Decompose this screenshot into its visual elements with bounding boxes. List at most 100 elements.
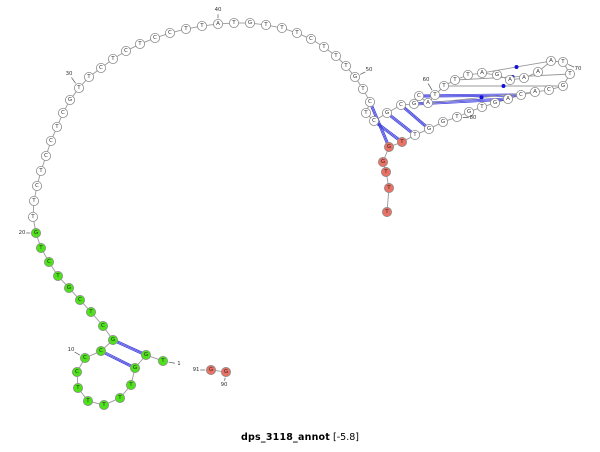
nucleotide-60[interactable]: T <box>429 90 440 101</box>
nucleotide-circle[interactable] <box>72 366 83 377</box>
nucleotide-51[interactable]: T <box>357 84 368 95</box>
nucleotide-78[interactable]: T <box>476 102 487 113</box>
nucleotide-circle[interactable] <box>330 51 341 62</box>
nucleotide-22[interactable]: T <box>28 195 39 206</box>
nucleotide-18[interactable]: C <box>44 256 55 267</box>
nucleotide-circle[interactable] <box>74 83 85 94</box>
nucleotide-25[interactable]: C <box>41 150 52 161</box>
nucleotide-circle[interactable] <box>140 349 151 360</box>
nucleotide-circle[interactable] <box>80 352 91 363</box>
nucleotide-circle[interactable] <box>558 57 569 68</box>
nucleotide-circle[interactable] <box>489 98 500 109</box>
nucleotide-67[interactable]: A <box>519 73 530 84</box>
nucleotide-circle[interactable] <box>423 124 434 135</box>
nucleotide-26[interactable]: C <box>46 135 57 146</box>
nucleotide-circle[interactable] <box>96 63 107 74</box>
nucleotide-45[interactable]: T <box>291 27 302 38</box>
nucleotide-circle[interactable] <box>476 68 487 79</box>
nucleotide-75[interactable]: C <box>516 90 527 101</box>
nucleotide-circle[interactable] <box>429 90 440 101</box>
nucleotide-24[interactable]: T <box>36 165 47 176</box>
nucleotide-circle[interactable] <box>380 166 391 177</box>
nucleotide-circle[interactable] <box>381 108 392 119</box>
nucleotide-circle[interactable] <box>86 306 97 317</box>
nucleotide-54[interactable]: C <box>368 116 379 127</box>
nucleotide-69[interactable]: A <box>546 56 557 67</box>
nucleotide-23[interactable]: C <box>32 180 43 191</box>
nucleotide-circle[interactable] <box>530 87 541 98</box>
nucleotide-circle[interactable] <box>260 19 271 30</box>
nucleotide-59[interactable]: A <box>422 98 433 109</box>
nucleotide-28[interactable]: C <box>58 108 69 119</box>
nucleotide-circle[interactable] <box>377 156 388 167</box>
nucleotide-30[interactable]: T <box>74 83 85 94</box>
nucleotide-8[interactable]: T <box>73 382 84 393</box>
nucleotide-circle[interactable] <box>422 98 433 109</box>
nucleotide-circle[interactable] <box>463 107 474 118</box>
nucleotide-circle[interactable] <box>41 150 52 161</box>
nucleotide-73[interactable]: C <box>544 85 555 96</box>
nucleotide-33[interactable]: T <box>108 54 119 65</box>
nucleotide-20[interactable]: G <box>30 227 41 238</box>
nucleotide-circle[interactable] <box>383 182 394 193</box>
nucleotide-66[interactable]: A <box>504 75 515 86</box>
nucleotide-72[interactable]: G <box>558 81 569 92</box>
nucleotide-76[interactable]: A <box>502 94 513 105</box>
nucleotide-circle[interactable] <box>126 379 137 390</box>
nucleotide-circle[interactable] <box>565 69 576 80</box>
nucleotide-circle[interactable] <box>52 122 63 133</box>
nucleotide-42[interactable]: G <box>244 17 255 28</box>
nucleotide-88[interactable]: T <box>383 182 394 193</box>
nucleotide-47[interactable]: T <box>318 42 329 53</box>
nucleotide-circle[interactable] <box>228 17 239 28</box>
nucleotide-10[interactable]: C <box>80 352 91 363</box>
nucleotide-68[interactable]: A <box>533 67 544 78</box>
nucleotide-circle[interactable] <box>73 382 84 393</box>
nucleotide-34[interactable]: C <box>121 46 132 57</box>
nucleotide-circle[interactable] <box>164 27 175 38</box>
nucleotide-52[interactable]: C <box>364 97 375 108</box>
nucleotide-13[interactable]: C <box>98 320 109 331</box>
nucleotide-circle[interactable] <box>504 75 515 86</box>
nucleotide-circle[interactable] <box>121 46 132 57</box>
nucleotide-circle[interactable] <box>180 23 191 34</box>
nucleotide-41[interactable]: T <box>228 17 239 28</box>
nucleotide-82[interactable]: G <box>423 124 434 135</box>
nucleotide-85[interactable]: G <box>383 141 394 152</box>
nucleotide-48[interactable]: T <box>330 51 341 62</box>
nucleotide-55[interactable]: G <box>381 108 392 119</box>
nucleotide-circle[interactable] <box>558 81 569 92</box>
nucleotide-65[interactable]: G <box>491 70 502 81</box>
nucleotide-35[interactable]: T <box>134 39 145 50</box>
nucleotide-38[interactable]: T <box>180 23 191 34</box>
nucleotide-91[interactable]: G <box>205 364 216 375</box>
nucleotide-2[interactable]: G <box>140 349 151 360</box>
nucleotide-circle[interactable] <box>84 72 95 83</box>
nucleotide-57[interactable]: G <box>408 99 419 110</box>
nucleotide-31[interactable]: T <box>84 72 95 83</box>
nucleotide-circle[interactable] <box>383 141 394 152</box>
nucleotide-circle[interactable] <box>318 42 329 53</box>
nucleotide-circle[interactable] <box>30 227 41 238</box>
nucleotide-circle[interactable] <box>244 17 255 28</box>
nucleotide-86[interactable]: G <box>377 156 388 167</box>
nucleotide-circle[interactable] <box>491 70 502 81</box>
nucleotide-7[interactable]: T <box>83 395 94 406</box>
nucleotide-circle[interactable] <box>451 112 462 123</box>
nucleotide-74[interactable]: A <box>530 87 541 98</box>
nucleotide-circle[interactable] <box>108 334 119 345</box>
nucleotide-44[interactable]: T <box>276 22 287 33</box>
nucleotide-circle[interactable] <box>129 362 140 373</box>
nucleotide-80[interactable]: T <box>451 112 462 123</box>
nucleotide-circle[interactable] <box>196 20 207 31</box>
nucleotide-70[interactable]: T <box>558 57 569 68</box>
nucleotide-49[interactable]: T <box>340 61 351 72</box>
nucleotide-12[interactable]: G <box>108 334 119 345</box>
nucleotide-circle[interactable] <box>115 392 126 403</box>
nucleotide-circle[interactable] <box>149 33 160 44</box>
nucleotide-21[interactable]: T <box>27 211 38 222</box>
nucleotide-circle[interactable] <box>438 81 449 92</box>
nucleotide-circle[interactable] <box>220 366 231 377</box>
nucleotide-39[interactable]: T <box>196 20 207 31</box>
nucleotide-circle[interactable] <box>533 67 544 78</box>
